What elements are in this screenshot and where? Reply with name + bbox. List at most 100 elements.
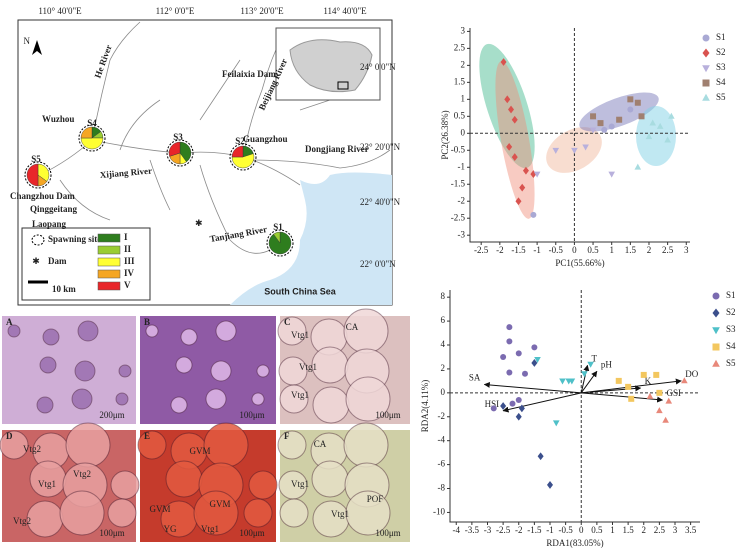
y-tick-label: -8 [438, 483, 446, 493]
loading-arrow [502, 392, 582, 413]
y-axis-label: RDA2(4.11%) [420, 380, 430, 432]
y-tick-label: -1.5 [451, 178, 466, 188]
x-tick-label: -3 [484, 525, 492, 535]
panel-label: B [144, 317, 150, 327]
cell [203, 422, 249, 468]
point [653, 371, 660, 378]
histology: A200μmB100μmCVtg1Vtg1Vtg1CA100μmDVtg2Vtg… [0, 308, 410, 542]
point [490, 405, 497, 412]
arrow-label: pH [601, 359, 613, 369]
point [506, 324, 513, 331]
sea [230, 172, 392, 305]
stage-swatch [97, 269, 121, 279]
x-tick-label: -3.5 [465, 525, 480, 535]
point [500, 402, 507, 410]
lon-label: 110° 40'0"E [38, 6, 82, 16]
pie-slice [26, 163, 39, 187]
pie-slice [168, 141, 181, 157]
legend-marker [702, 65, 710, 73]
arrow-label: T [592, 353, 598, 363]
legend-spawning-icon [31, 234, 45, 246]
legend-marker [712, 308, 720, 318]
annotation: 100μm [99, 528, 124, 538]
site-label: S5 [31, 154, 41, 164]
point [597, 120, 604, 127]
point [537, 452, 544, 461]
map-legend [21, 227, 151, 301]
y-tick-label: 8 [441, 291, 446, 301]
spawning-ring [78, 124, 106, 152]
point [506, 142, 513, 151]
cell [115, 392, 129, 406]
annotation: Vtg2 [23, 444, 41, 454]
cell [279, 498, 309, 528]
point [568, 378, 576, 385]
sea-label: South China Sea [264, 286, 337, 296]
legend-marker [712, 359, 720, 367]
cell [74, 360, 96, 382]
cell [277, 430, 307, 460]
cell [205, 388, 227, 410]
point [547, 481, 553, 489]
point [664, 136, 671, 143]
x-tick-label: 1.5 [623, 525, 635, 535]
point [508, 105, 515, 114]
annotation: CA [314, 439, 327, 449]
site-label: S4 [87, 118, 97, 128]
y-tick-label: 0 [461, 127, 466, 137]
confidence-ellipse [479, 43, 535, 169]
north-label: N [24, 36, 31, 46]
dam-icon: ✱ [195, 218, 203, 228]
point [515, 197, 522, 206]
place-label: Qinggeitang [30, 204, 78, 214]
y-tick-label: 2 [461, 59, 466, 69]
place-label: Changzhou Dam [10, 191, 75, 201]
point [522, 370, 528, 377]
place-label: Wuzhou [42, 114, 74, 124]
point [587, 361, 594, 368]
cell [0, 430, 29, 460]
y-tick-label: -2 [438, 411, 446, 421]
x-axis-label: RDA1(83.05%) [546, 538, 603, 548]
point [608, 123, 615, 130]
legend-label: 10 km [52, 284, 76, 294]
x-tick-label: -1.5 [511, 245, 526, 255]
annotation: CA [346, 322, 359, 332]
cell [71, 388, 93, 410]
x-tick-label: -2.5 [496, 525, 511, 535]
legend-marker [702, 48, 710, 58]
y-tick-label: -3 [458, 229, 466, 239]
point [646, 392, 654, 399]
x-tick-label: 1.5 [625, 245, 637, 255]
cell [311, 346, 349, 384]
point [608, 171, 615, 178]
point [638, 113, 645, 120]
place-label: Xijiang River [99, 166, 152, 181]
pca-chart: -2.5 -2 -1.5 -1 -0.5 0 0.5 1 1.5 2 2.5 3 -3 -2.5 -2 -1.… [440, 25, 726, 268]
micrograph [140, 316, 276, 424]
site-label: S3 [173, 132, 183, 142]
lat-label: 22° 0'0"N [360, 259, 396, 269]
cell [193, 490, 239, 536]
annotation: POF [367, 494, 384, 504]
point [656, 407, 663, 414]
point [500, 353, 507, 360]
point [634, 163, 642, 170]
y-tick-label: -6 [438, 459, 446, 469]
panel-label: C [284, 317, 291, 327]
cell [312, 386, 350, 424]
x-tick-label: -2 [515, 525, 523, 535]
cell [65, 422, 111, 468]
cell [42, 328, 60, 346]
pie-slice [231, 145, 244, 158]
place-label: Laopang [32, 219, 67, 229]
x-tick-label: 2 [647, 245, 652, 255]
point [504, 95, 511, 104]
annotation: 100μm [239, 528, 264, 538]
point [625, 383, 632, 390]
loading-arrow [581, 378, 682, 394]
panel-label: E [144, 431, 150, 441]
panel-label: D [6, 431, 13, 441]
cell [118, 364, 132, 378]
lon-label: 112° 0'0"E [156, 6, 195, 16]
